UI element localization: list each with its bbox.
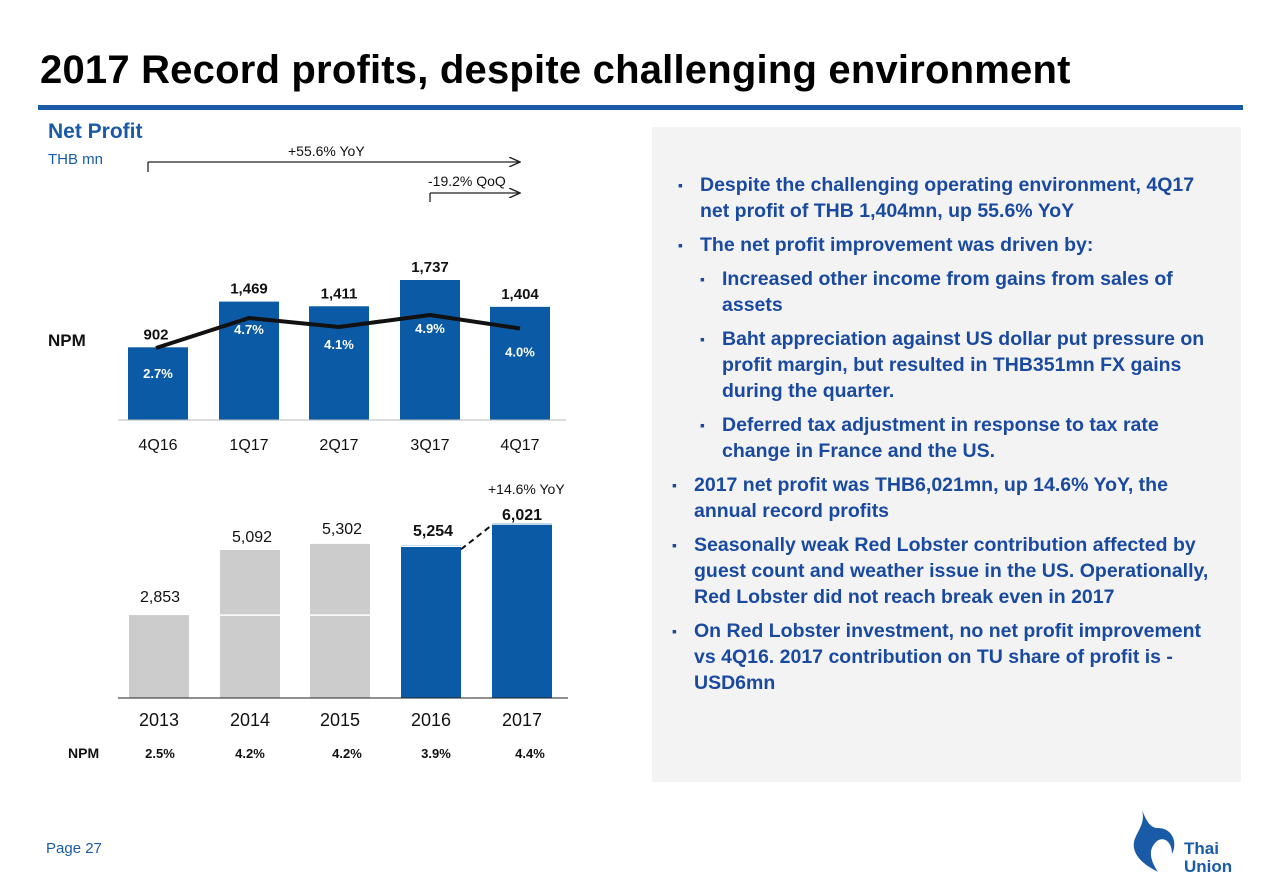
yoy-annotation: +55.6% YoY (288, 143, 365, 159)
bullet-text: Baht appreciation against US dollar put … (722, 328, 1205, 402)
npm-point-label: 4.9% (415, 321, 445, 336)
annual-value-label: 5,254 (413, 523, 453, 540)
bullet-text: Seasonally weak Red Lobster contribution… (694, 534, 1209, 608)
annual-tick-label: 2016 (411, 710, 451, 730)
logo-text-union: Union (1184, 857, 1232, 876)
section-title: Net Profit (48, 120, 143, 143)
npm-point-label: 4.1% (324, 337, 354, 352)
commentary-bullets: ▪ Despite the challenging operating envir… (672, 172, 1222, 696)
bullet-text: Deferred tax adjustment in response to t… (722, 414, 1159, 462)
annual-tick-label: 2017 (502, 710, 542, 730)
annual-npm-value: 4.2% (332, 746, 362, 761)
bullet-marker-icon: ▪ (672, 477, 677, 493)
annual-value-label: 5,092 (232, 529, 272, 546)
bullet-item: ▪ On Red Lobster investment, no net profi… (668, 618, 1222, 696)
bullet-item: ▪ Deferred tax adjustment in response to … (696, 412, 1222, 464)
quarterly-value-label: 1,469 (230, 281, 268, 298)
annual-tick-label: 2014 (230, 710, 270, 730)
annual-npm-label: NPM (68, 745, 99, 761)
qoq-annotation: -19.2% QoQ (428, 173, 506, 189)
annual-bar-2016 (401, 545, 461, 698)
annual-npm-value: 4.4% (515, 746, 545, 761)
bullet-text: On Red Lobster investment, no net profit… (694, 620, 1202, 694)
bullet-text: Despite the challenging operating enviro… (700, 174, 1195, 222)
annual-value-label: 2,853 (140, 589, 180, 606)
annual-bar-2015 (310, 543, 370, 698)
bullet-item: ▪ The net profit improvement was driven b… (674, 232, 1222, 258)
annual-bar-2014 (220, 550, 280, 698)
quarterly-value-label: 1,737 (411, 259, 449, 276)
annual-net-profit-chart: +14.6% YoY 2,853 5,092 5,302 5,254 6,021 201… (68, 481, 568, 761)
quarterly-value-label: 902 (143, 326, 168, 343)
thai-union-logo: Thai Union (1133, 810, 1232, 876)
title-underline (38, 105, 1243, 110)
bullet-item: ▪ Despite the challenging operating envir… (674, 172, 1222, 224)
bullet-marker-icon: ▪ (678, 237, 683, 253)
bullet-item: ▪ Seasonally weak Red Lobster contributio… (668, 532, 1222, 610)
annual-tick-label: 2013 (139, 710, 179, 730)
quarterly-tick-label: 1Q17 (229, 437, 268, 454)
quarterly-bar-4Q16 (128, 347, 188, 420)
page-number: Page 27 (46, 840, 102, 857)
logo-mark (1133, 810, 1175, 872)
quarterly-bar-3Q17 (400, 280, 460, 420)
annual-yoy-annotation: +14.6% YoY (488, 481, 565, 497)
quarterly-tick-label: 3Q17 (410, 437, 449, 454)
bullet-text: Increased other income from gains from s… (722, 268, 1173, 316)
bullet-item: ▪ Baht appreciation against US dollar put… (696, 326, 1222, 404)
npm-point-label: 4.7% (234, 322, 264, 337)
quarterly-value-label: 1,411 (321, 285, 358, 302)
bullet-item: ▪ 2017 net profit was THB6,021mn, up 14.6… (668, 472, 1222, 524)
bullet-marker-icon: ▪ (672, 623, 677, 639)
page-title: 2017 Record profits, despite challenging… (40, 48, 1071, 92)
bullet-marker-icon: ▪ (672, 537, 677, 553)
annual-tick-label: 2015 (320, 710, 360, 730)
npm-line (155, 313, 521, 350)
commentary-panel (652, 127, 1241, 782)
annual-npm-value: 2.5% (145, 746, 175, 761)
bullet-marker-icon: ▪ (678, 177, 683, 193)
logo-text-thai: Thai (1184, 839, 1219, 858)
npm-label: NPM (48, 331, 86, 350)
growth-dashed-line (460, 524, 493, 551)
npm-point-label: 4.0% (505, 345, 535, 360)
annual-value-label: 5,302 (322, 521, 362, 538)
bullet-marker-icon: ▪ (700, 331, 705, 347)
quarterly-tick-label: 4Q16 (138, 437, 177, 454)
quarterly-tick-label: 2Q17 (319, 437, 358, 454)
quarterly-net-profit-chart: +55.6% YoY -19.2% QoQ NPM 902 1,469 1,411 1… (48, 143, 566, 454)
bullet-marker-icon: ▪ (700, 271, 705, 287)
bullet-text: 2017 net profit was THB6,021mn, up 14.6%… (694, 474, 1168, 522)
quarterly-value-label: 1,404 (501, 286, 539, 303)
annual-bar-2013 (129, 615, 189, 698)
annual-value-label: 6,021 (502, 507, 542, 524)
bullet-marker-icon: ▪ (700, 417, 705, 433)
bullet-text: The net profit improvement was driven by… (700, 234, 1094, 256)
unit-label: THB mn (48, 151, 104, 168)
annual-npm-value: 3.9% (421, 746, 451, 761)
npm-point-label: 2.7% (143, 366, 173, 381)
bullet-item: ▪ Increased other income from gains from … (696, 266, 1222, 318)
quarterly-tick-label: 4Q17 (500, 437, 539, 454)
annual-bar-2017 (492, 523, 552, 698)
annual-npm-value: 4.2% (235, 746, 265, 761)
